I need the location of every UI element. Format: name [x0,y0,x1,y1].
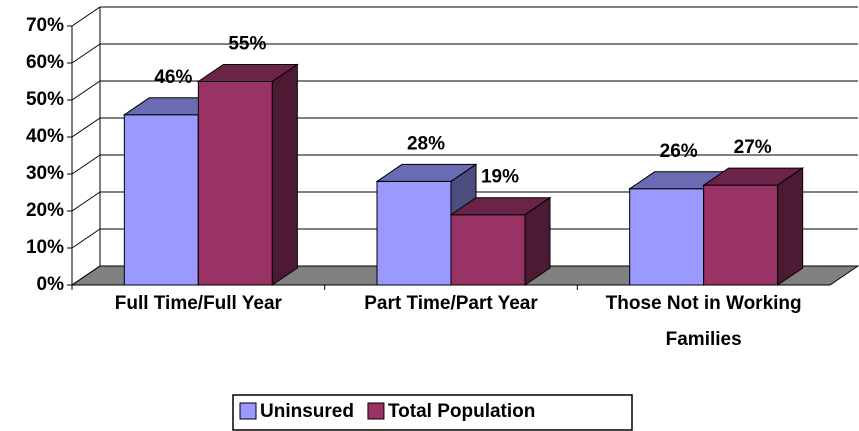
y-tick-label: 10% [26,237,64,258]
side-grid-line [71,80,101,101]
bar-side [777,167,804,286]
bar-front [376,180,452,286]
value-label: 19% [481,167,519,188]
y-tick-label: 40% [26,126,64,147]
legend-box [232,394,633,431]
legend-label: Total Population [388,401,535,422]
side-grid-line [71,265,101,286]
bar-front [197,81,273,286]
legend-swatch [367,402,385,420]
y-tick-label: 50% [26,89,64,110]
bar-front [629,188,705,286]
side-grid-line [71,6,101,27]
side-grid-line [71,191,101,212]
legend-swatch [239,402,257,420]
y-tick-label: 30% [26,163,64,184]
x-tick-label: Those Not in Working Families [605,293,802,350]
bar-side [524,196,551,286]
value-label: 26% [660,141,698,162]
x-tick-label: Part Time/Part Year [364,293,538,314]
y-tick-label: 60% [26,52,64,73]
side-grid-line [71,117,101,138]
bar-front [450,214,526,286]
value-label: 55% [228,34,266,55]
bar-front [123,114,199,286]
side-grid-line [71,43,101,64]
value-label: 27% [734,137,772,158]
bar-front [703,184,779,286]
value-label: 28% [407,133,445,154]
value-label: 46% [154,67,192,88]
y-tick-label: 70% [26,15,64,36]
legend-label: Uninsured [260,401,354,422]
bar-side [271,63,298,286]
y-tick-label: 20% [26,200,64,221]
y-tick-label: 0% [37,274,65,295]
x-tick-label: Full Time/Full Year [114,293,282,314]
side-grid-line [71,154,101,175]
side-grid-line [71,228,101,249]
